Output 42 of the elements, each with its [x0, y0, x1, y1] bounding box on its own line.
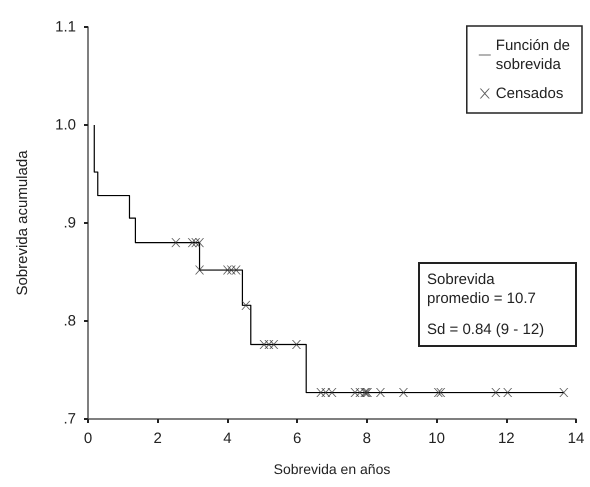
point	[316, 388, 326, 398]
x-tick-label: 0	[84, 430, 92, 447]
point	[260, 340, 269, 350]
x-tick-label: 12	[498, 430, 515, 447]
y-axis-title: Sobrevida acumulada	[14, 150, 31, 296]
annotation: Sd = 0.84 (9 - 12)	[427, 320, 545, 339]
point	[241, 300, 250, 310]
point	[436, 388, 446, 398]
point	[559, 388, 568, 398]
point	[222, 266, 232, 275]
y-tick-label: .7	[63, 410, 76, 428]
point	[292, 340, 301, 350]
point	[195, 266, 204, 275]
point	[350, 388, 360, 398]
point	[398, 388, 408, 398]
y-tick-label: 1.0	[55, 116, 76, 134]
point	[195, 238, 204, 248]
legend-label: Función de sobrevida	[496, 37, 570, 73]
note-box: Sobrevida promedio = 10.7 Sd = 0.84 (9 - 12)	[418, 262, 577, 347]
point	[232, 266, 241, 275]
x-axis-title: Sobrevida en años	[274, 461, 390, 477]
point	[171, 238, 180, 248]
point	[328, 388, 336, 398]
point	[269, 340, 278, 350]
point	[503, 388, 512, 398]
annotation: Sobrevida promedio = 10.7	[427, 270, 537, 308]
point	[191, 238, 200, 248]
x-tick-label: 8	[362, 430, 372, 447]
point	[376, 388, 385, 398]
legend-label: Censados	[496, 85, 564, 102]
point	[226, 266, 236, 275]
point	[434, 388, 443, 398]
point	[264, 340, 274, 350]
point	[491, 388, 500, 398]
x-tick-label: 14	[568, 430, 584, 447]
y-tick-label: .9	[63, 214, 76, 232]
x-tick-label: 10	[428, 430, 445, 447]
y-tick-label: .8	[63, 312, 76, 330]
y-tick-label: 1.1	[55, 18, 76, 36]
x-tick-label: 2	[154, 430, 162, 447]
x-tick-label: 4	[223, 430, 232, 447]
x-tick-label: 6	[292, 430, 302, 447]
